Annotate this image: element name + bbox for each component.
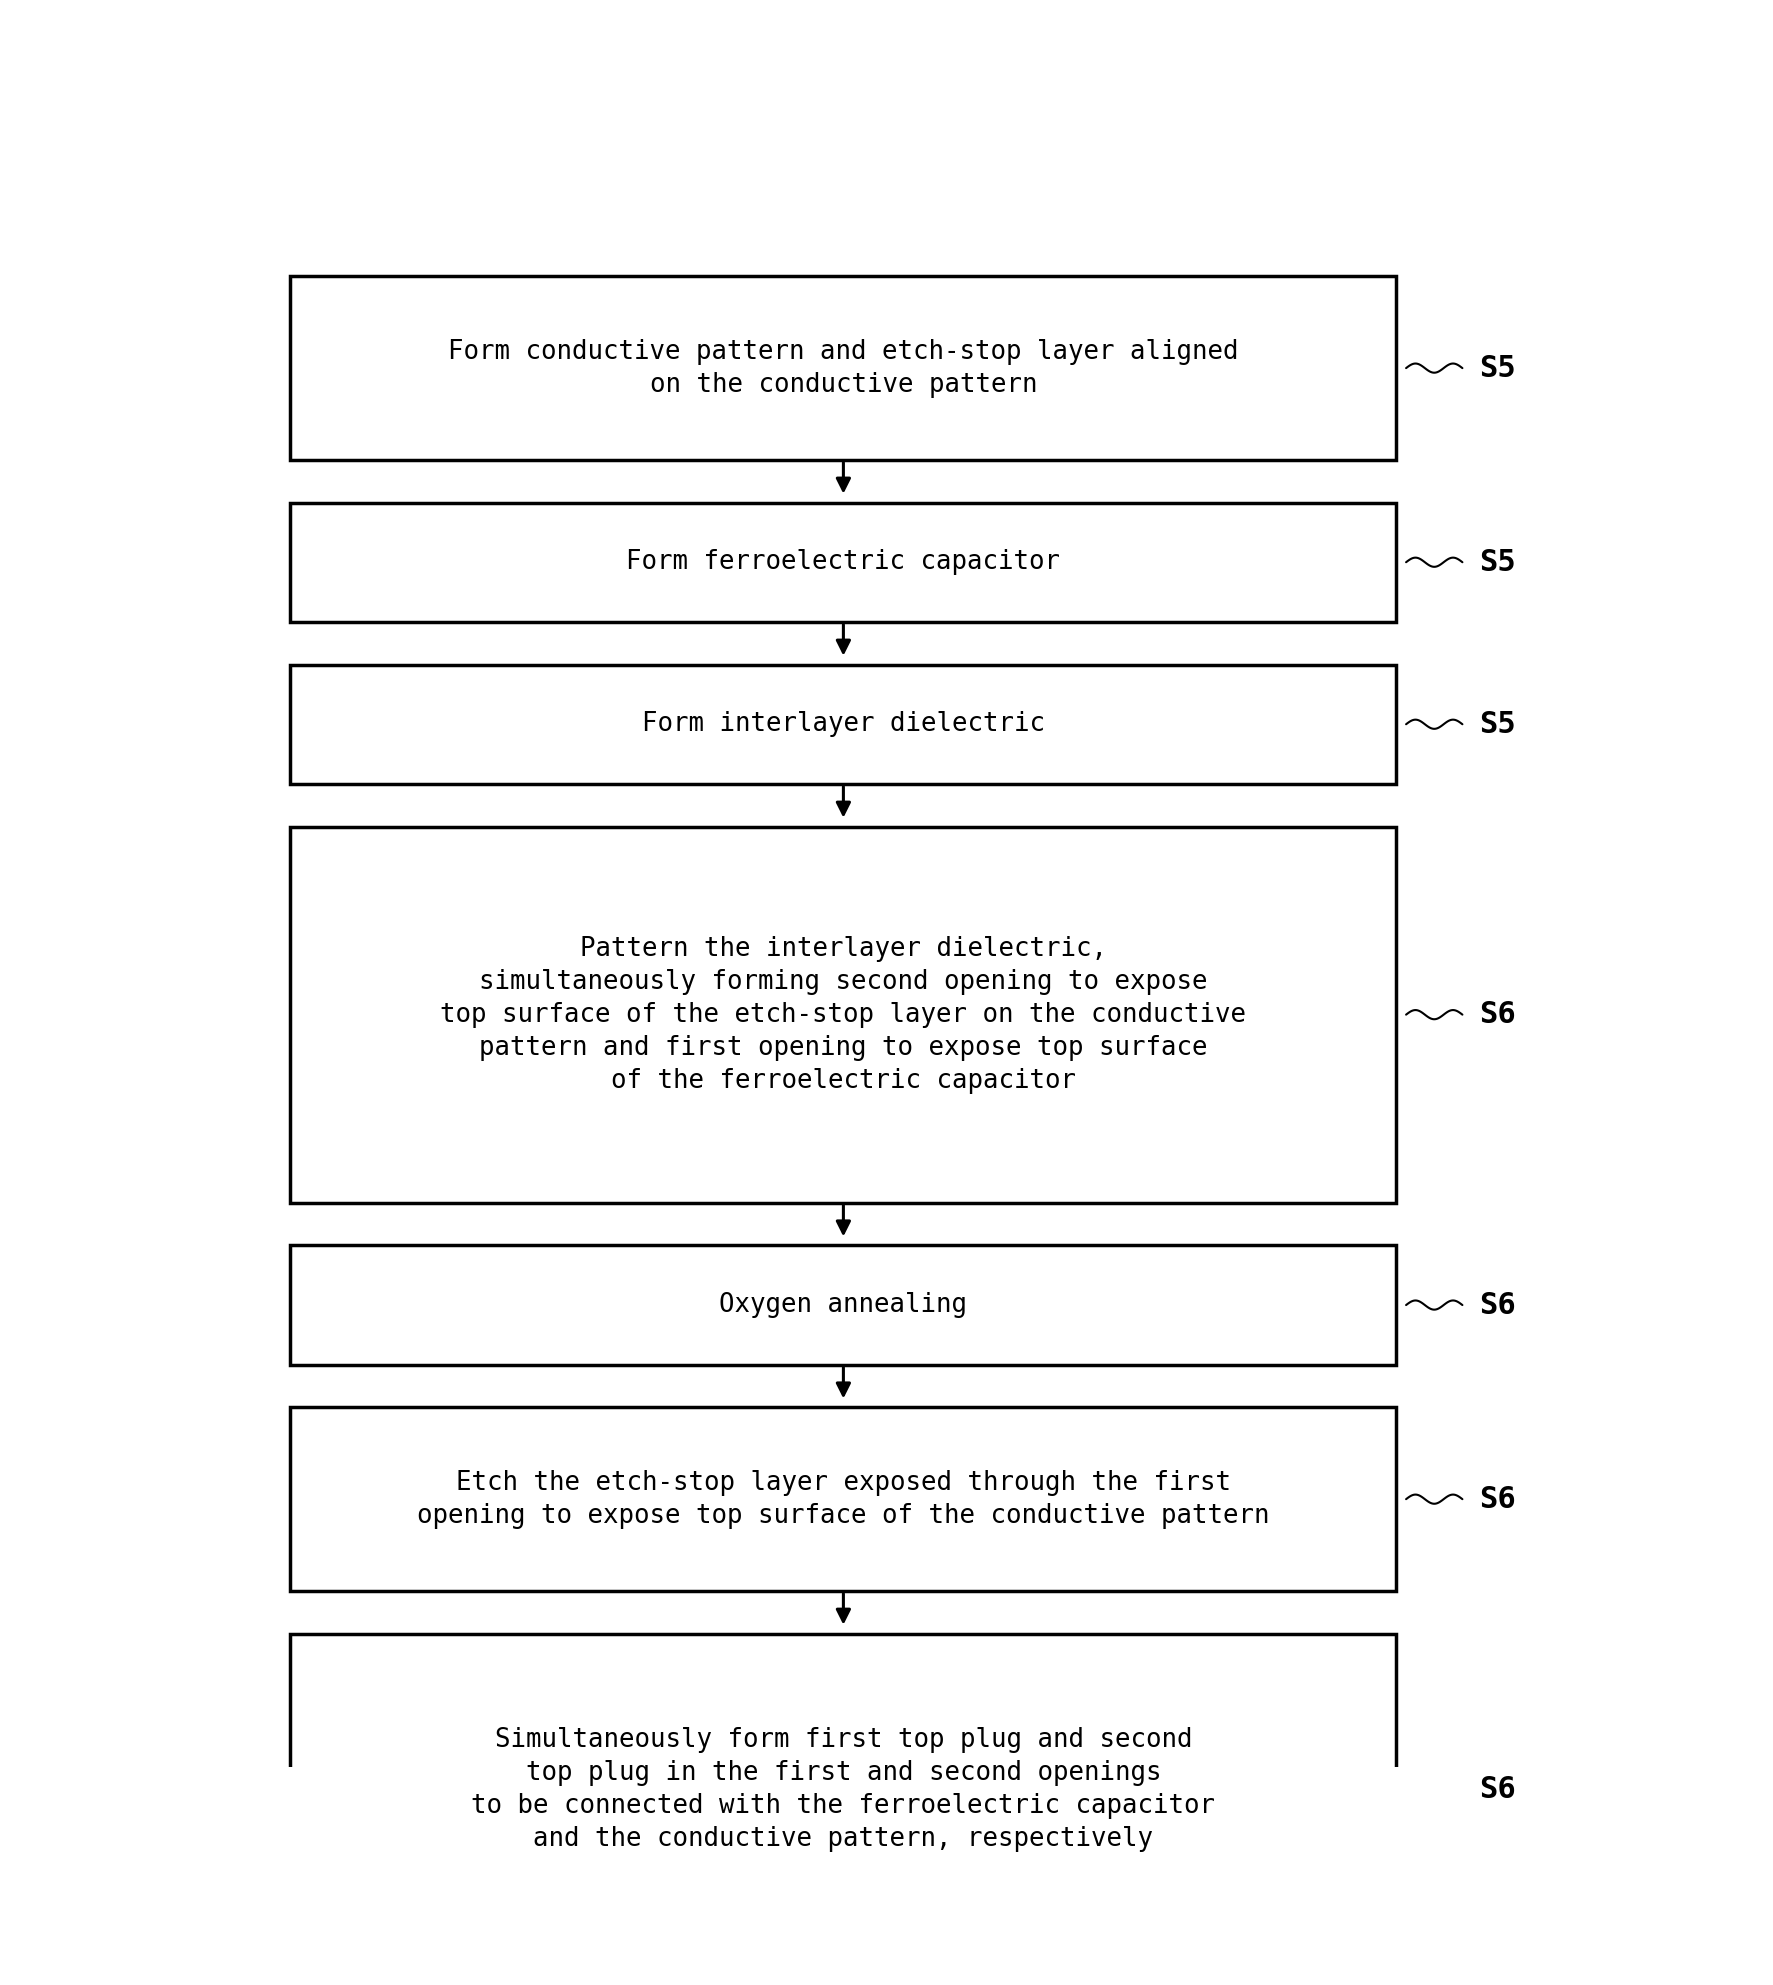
Text: Form interlayer dielectric: Form interlayer dielectric: [642, 711, 1044, 736]
Text: Form ferroelectric capacitor: Form ferroelectric capacitor: [626, 550, 1060, 576]
Text: S6: S6: [1479, 1290, 1516, 1320]
Bar: [291, 1634, 1397, 1945]
Text: S6: S6: [1479, 1485, 1516, 1515]
Bar: [291, 276, 1397, 461]
Text: Oxygen annealing: Oxygen annealing: [720, 1292, 968, 1318]
Text: S5: S5: [1479, 353, 1516, 383]
Bar: [291, 1245, 1397, 1364]
Text: S5: S5: [1479, 711, 1516, 738]
Text: Pattern the interlayer dielectric,
simultaneously forming second opening to expo: Pattern the interlayer dielectric, simul…: [440, 935, 1246, 1094]
Bar: [291, 826, 1397, 1203]
Text: S5: S5: [1479, 548, 1516, 578]
Text: Etch the etch-stop layer exposed through the first
opening to expose top surface: Etch the etch-stop layer exposed through…: [417, 1469, 1269, 1528]
Bar: [291, 502, 1397, 621]
Text: Simultaneously form first top plug and second
top plug in the first and second o: Simultaneously form first top plug and s…: [472, 1727, 1216, 1852]
Text: S6: S6: [1479, 1000, 1516, 1028]
Bar: [291, 665, 1397, 784]
Text: Form conductive pattern and etch-stop layer aligned
on the conductive pattern: Form conductive pattern and etch-stop la…: [449, 339, 1239, 397]
Bar: [291, 1407, 1397, 1590]
Text: S6: S6: [1479, 1775, 1516, 1804]
